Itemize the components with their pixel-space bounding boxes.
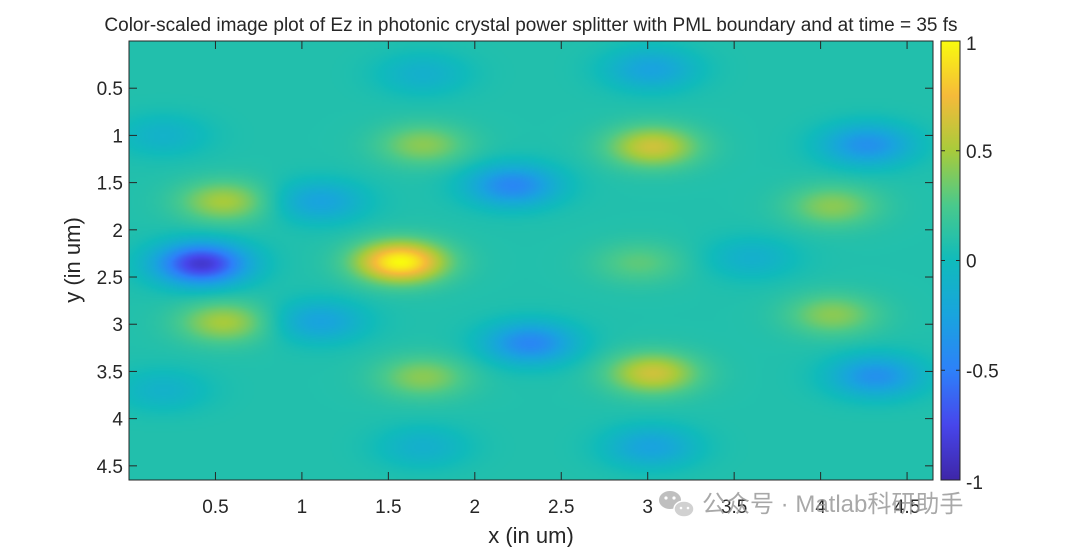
x-tick-label: 1 <box>297 497 308 518</box>
x-tick-label: 0.5 <box>202 497 228 518</box>
y-tick-label: 3 <box>112 315 123 336</box>
watermark-text: 公众号 · Matlab科研助手 <box>702 491 963 518</box>
colorbar: 1 0.5 0 -0.5 -1 <box>940 34 999 494</box>
x-axis-ticks: 0.5 1 1.5 2 2.5 3 3.5 4 4.5 <box>202 41 920 518</box>
y-tick-label: 4.5 <box>97 457 123 478</box>
watermark: 公众号 · Matlab科研助手 <box>659 491 963 518</box>
y-tick-label: 1.5 <box>97 174 123 195</box>
y-tick-label: 4 <box>112 410 123 431</box>
x-axis-label: x (in um) <box>488 523 574 547</box>
y-tick-label: 2 <box>112 221 123 242</box>
wechat-icon <box>659 491 695 518</box>
y-tick-label: 1 <box>112 126 123 147</box>
x-tick-label: 4.5 <box>894 497 920 518</box>
colorbar-tick-label: -1 <box>966 473 983 494</box>
x-tick-label: 3 <box>642 497 653 518</box>
colorbar-tick-label: -0.5 <box>966 361 999 382</box>
x-tick-label: 2.5 <box>548 497 574 518</box>
x-tick-label: 2 <box>470 497 481 518</box>
plot-frame <box>128 40 934 481</box>
colorbar-frame <box>940 40 961 481</box>
colorbar-tick-label: 0 <box>966 252 977 273</box>
heatmap-area <box>129 41 933 480</box>
y-tick-label: 3.5 <box>97 362 123 383</box>
y-tick-label: 0.5 <box>97 79 123 100</box>
colorbar-tick-label: 0.5 <box>966 142 992 163</box>
y-tick-label: 2.5 <box>97 268 123 289</box>
x-tick-label: 4 <box>815 497 826 518</box>
colorbar-tick-label: 1 <box>966 34 977 55</box>
x-tick-label: 3.5 <box>721 497 747 518</box>
y-axis-ticks: 0.5 1 1.5 2 2.5 3 3.5 4 4.5 <box>97 79 933 478</box>
y-axis-label: y (in um) <box>60 217 85 303</box>
heatmap-image <box>129 41 933 480</box>
x-tick-label: 1.5 <box>375 497 401 518</box>
colorbar-gradient <box>941 41 960 480</box>
chart-title: Color-scaled image plot of Ez in photoni… <box>104 15 957 36</box>
